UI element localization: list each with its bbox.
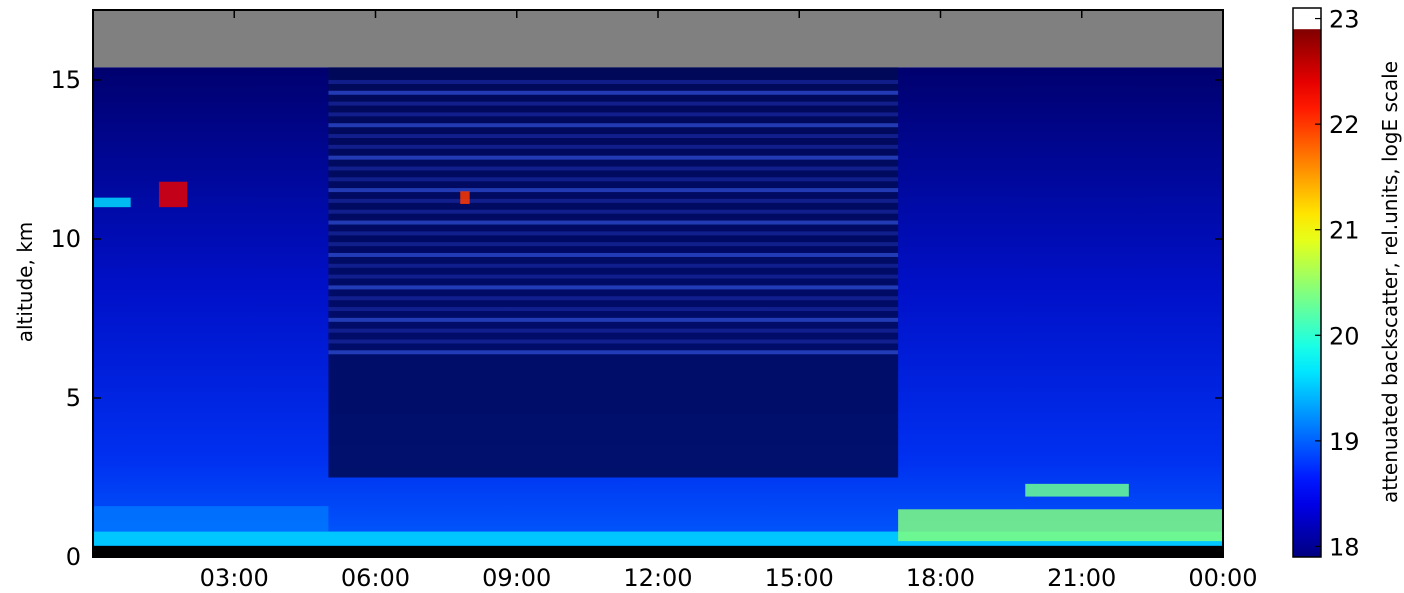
noise-stripe <box>328 123 899 128</box>
noise-stripe <box>328 188 899 193</box>
colorbar-over-range <box>1293 8 1321 30</box>
colorbar-tick-label: 23 <box>1329 6 1360 34</box>
noise-stripe <box>328 274 899 279</box>
noise-stripe <box>328 209 899 214</box>
noise-stripe <box>328 263 899 268</box>
y-tick-label: 10 <box>50 225 81 253</box>
colorbar-label: attenuated backscatter, rel.units, logE … <box>1378 61 1402 503</box>
noise-stripe <box>328 350 899 355</box>
noise-stripe <box>328 339 899 344</box>
cloud-layer <box>93 197 131 208</box>
colorbar-tick-label: 18 <box>1329 533 1360 561</box>
y-tick-label: 15 <box>50 66 81 94</box>
colorbar-border <box>1292 7 1322 558</box>
noisy-region <box>328 67 899 478</box>
noise-stripe <box>328 198 899 203</box>
noise-stripe <box>328 328 899 333</box>
noise-stripe <box>328 296 899 301</box>
colorbar-gradient <box>1293 29 1321 558</box>
x-tick-label: 09:00 <box>482 564 551 592</box>
noise-stripe <box>328 242 899 247</box>
x-tick-label: 12:00 <box>623 564 692 592</box>
noise-stripe <box>328 220 899 225</box>
noise-stripe <box>328 134 899 139</box>
cloud-layer <box>1025 483 1129 497</box>
y-axis: 0 5 10 15 <box>50 66 1223 571</box>
colorbar-tick-label: 20 <box>1329 322 1360 350</box>
no-data-region <box>93 10 1223 68</box>
x-tick-label: 18:00 <box>906 564 975 592</box>
noise-stripe <box>328 252 899 257</box>
heatmap-area <box>93 10 1223 557</box>
cloud-layer <box>460 191 470 204</box>
x-tick-label: 21:00 <box>1047 564 1116 592</box>
noise-stripe <box>328 112 899 117</box>
cloud-layer <box>898 509 1223 542</box>
noise-stripe <box>328 144 899 149</box>
noise-stripe <box>328 307 899 312</box>
x-tick-label: 03:00 <box>200 564 269 592</box>
cloud-layer <box>158 181 188 208</box>
colorbar-tick-label: 21 <box>1329 217 1360 245</box>
noise-stripe <box>328 90 899 95</box>
noise-stripe <box>328 231 899 236</box>
noise-stripe <box>328 285 899 290</box>
noise-stripe <box>328 166 899 171</box>
noise-stripe <box>328 155 899 160</box>
noise-stripe <box>328 177 899 182</box>
noise-stripe <box>328 317 899 322</box>
x-tick-label: 15:00 <box>765 564 834 592</box>
x-tick-label: 06:00 <box>341 564 410 592</box>
noise-stripe <box>328 101 899 106</box>
colorbar-tick-label: 22 <box>1329 111 1360 139</box>
x-tick-label: 00:00 <box>1188 564 1257 592</box>
colorbar: 18 19 20 21 22 23 <box>1292 6 1360 561</box>
y-tick-label: 5 <box>66 384 81 412</box>
colorbar-tick-label: 19 <box>1329 428 1360 456</box>
x-axis: 03:00 06:00 09:00 12:00 15:00 18:00 21:00 00:00 <box>200 10 1258 592</box>
y-tick-label: 0 <box>66 543 81 571</box>
cloud-layer <box>93 506 329 532</box>
y-axis-label: altitude, km <box>13 222 37 343</box>
noise-stripe <box>328 79 899 84</box>
